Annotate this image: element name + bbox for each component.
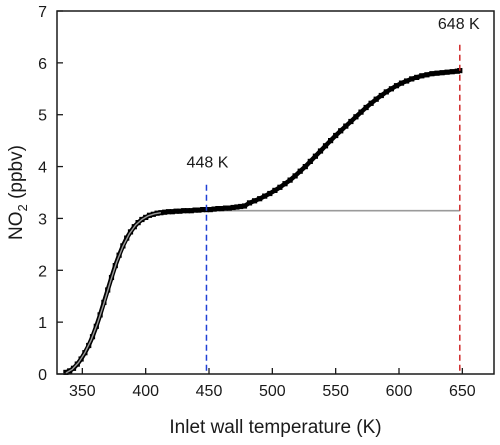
measured-band (63, 68, 463, 375)
y-axis-title: NO2 (ppbv) (6, 145, 30, 240)
data-point (409, 76, 415, 82)
y-axis-title-sub: 2 (15, 204, 30, 211)
data-point (317, 148, 324, 154)
data-point (449, 69, 455, 75)
data-point (404, 78, 410, 84)
data-point (272, 187, 278, 193)
data-point (262, 193, 268, 199)
y-tick-label: 6 (38, 56, 47, 73)
data-point (215, 206, 221, 212)
tick-labels: 350 400 450 500 550 600 650 0 1 2 3 4 5 6 7 (38, 4, 476, 400)
x-axis-title: Inlet wall temperature (K) (169, 417, 381, 438)
data-point (188, 208, 194, 214)
data-point (252, 198, 258, 204)
data-point (196, 207, 202, 213)
data-point (358, 109, 364, 115)
data-point (282, 181, 288, 187)
data-point (307, 158, 313, 164)
data-point (353, 114, 359, 120)
data-point (348, 118, 354, 125)
fit-line (65, 209, 460, 374)
plot-frame (56, 10, 495, 375)
data-point (373, 96, 379, 102)
data-point (363, 104, 369, 111)
x-tick-label: 450 (196, 383, 223, 400)
data-point (207, 207, 213, 213)
y-axis-title-main: NO (6, 211, 27, 240)
data-point (302, 164, 308, 170)
data-point (222, 205, 229, 211)
data-point (398, 80, 405, 86)
data-point (322, 143, 329, 149)
data-point (257, 196, 263, 202)
data-point (388, 86, 394, 92)
data-point (378, 92, 384, 99)
data-point (297, 168, 303, 174)
x-tick-label: 650 (449, 383, 476, 400)
data-point (292, 173, 298, 179)
y-tick-label: 1 (38, 315, 47, 332)
data-point (246, 200, 253, 206)
data-point (338, 128, 344, 134)
data-point (234, 204, 240, 210)
data-point (368, 100, 374, 106)
y-tick-label: 2 (38, 263, 47, 280)
data-point (184, 208, 191, 214)
data-point (169, 209, 175, 215)
annotation-label: 648 K (438, 16, 480, 33)
annotation-label: 448 K (187, 155, 229, 172)
annotation-lines: 448 K 648 K (187, 16, 480, 374)
y-tick-label: 4 (38, 160, 47, 177)
data-point (434, 70, 440, 76)
y-tick-label: 3 (38, 211, 47, 228)
y-tick-label: 7 (38, 4, 47, 21)
data-point (267, 190, 273, 197)
data-point (414, 74, 420, 80)
data-point (277, 184, 283, 190)
data-point (312, 153, 318, 159)
data-point (181, 208, 187, 214)
data-point (328, 138, 334, 144)
data-point (241, 203, 248, 209)
data-point (165, 209, 172, 215)
data-point (383, 89, 389, 95)
x-tick-label: 400 (132, 383, 159, 400)
x-tick-label: 600 (386, 383, 413, 400)
data-point (429, 71, 435, 77)
data-point (419, 73, 425, 79)
y-tick-label: 0 (38, 367, 47, 384)
axis-ticks (57, 10, 463, 375)
data-point (173, 208, 179, 214)
x-tick-label: 350 (69, 383, 96, 400)
data-point (343, 123, 349, 129)
data-point (439, 70, 445, 76)
data-point (424, 72, 430, 78)
data-point (192, 207, 198, 213)
data-point (287, 177, 293, 183)
data-point (393, 83, 400, 89)
y-axis-title-rest: (ppbv) (6, 145, 27, 204)
data-point (211, 206, 217, 212)
data-point (230, 204, 236, 211)
data-point (200, 207, 206, 213)
x-tick-label: 550 (322, 383, 349, 400)
data-point (219, 206, 225, 212)
data-point (238, 203, 244, 210)
data-marks (63, 68, 463, 375)
data-point (444, 69, 450, 75)
x-tick-label: 500 (259, 383, 286, 400)
fit-line-overlay (65, 212, 162, 374)
y-tick-label: 5 (38, 108, 47, 125)
data-point (162, 209, 168, 215)
data-point (177, 208, 183, 214)
data-point (333, 132, 339, 139)
data-point (226, 205, 232, 211)
